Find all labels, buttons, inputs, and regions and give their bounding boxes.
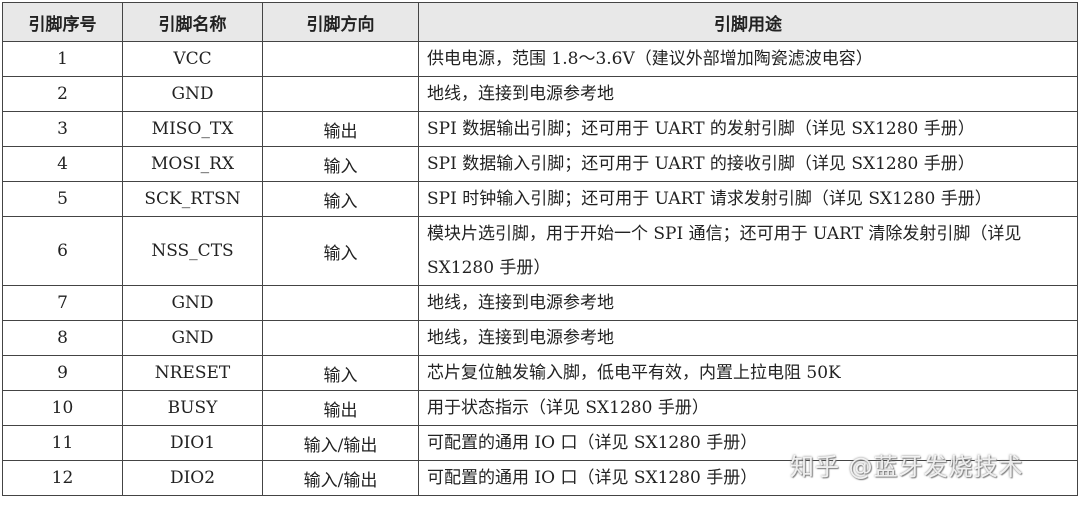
pin-no-cell: 11 [2, 425, 123, 461]
table-row: 3 MISO_TX 输出 SPI 数据输出引脚；还可用于 UART 的发射引脚（详见 … [2, 111, 1078, 147]
pin-no-cell: 4 [2, 146, 123, 182]
table-row: 8 GND 地线，连接到电源参考地 [2, 320, 1078, 356]
pin-direction-cell: 输入 [262, 216, 419, 286]
pin-name-cell: MISO_TX [122, 111, 263, 147]
pin-name-cell: BUSY [122, 390, 263, 426]
pin-name-cell: NRESET [122, 355, 263, 391]
pin-direction-cell [262, 76, 419, 112]
header-pin-no: 引脚序号 [2, 2, 123, 42]
pin-usage-cell: 供电电源，范围 1.8～3.6V（建议外部增加陶瓷滤波电容） [418, 41, 1078, 77]
pin-name-cell: GND [122, 320, 263, 356]
table-row: 5 SCK_RTSN 输入 SPI 时钟输入引脚；还可用于 UART 请求发射引脚（详… [2, 181, 1078, 217]
pin-name-cell: NSS_CTS [122, 216, 263, 286]
pin-direction-cell: 输入 [262, 355, 419, 391]
pin-table: 引脚序号 引脚名称 引脚方向 引脚用途 1 VCC 供电电源，范围 1.8～3.6V… [2, 2, 1078, 496]
pin-usage-cell: 模块片选引脚，用于开始一个 SPI 通信；还可用于 UART 清除发射引脚（详见… [418, 216, 1078, 286]
pin-no-cell: 6 [2, 216, 123, 286]
pin-direction-cell: 输入/输出 [262, 425, 419, 461]
pin-no-cell: 10 [2, 390, 123, 426]
pin-usage-cell: SPI 数据输入引脚；还可用于 UART 的接收引脚（详见 SX1280 手册） [418, 146, 1078, 182]
pin-name-cell: SCK_RTSN [122, 181, 263, 217]
pin-name-cell: GND [122, 76, 263, 112]
table-row: 9 NRESET 输入 芯片复位触发输入脚，低电平有效，内置上拉电阻 50K [2, 355, 1078, 391]
pin-no-cell: 8 [2, 320, 123, 356]
header-pin-name: 引脚名称 [122, 2, 263, 42]
pin-name-cell: MOSI_RX [122, 146, 263, 182]
header-row: 引脚序号 引脚名称 引脚方向 引脚用途 [2, 2, 1078, 42]
pin-usage-cell: SPI 数据输出引脚；还可用于 UART 的发射引脚（详见 SX1280 手册） [418, 111, 1078, 147]
pin-name-cell: GND [122, 285, 263, 321]
pin-name-cell: VCC [122, 41, 263, 77]
pin-direction-cell: 输出 [262, 111, 419, 147]
pin-no-cell: 5 [2, 181, 123, 217]
pin-no-cell: 2 [2, 76, 123, 112]
pin-name-cell: DIO2 [122, 460, 263, 496]
pin-no-cell: 3 [2, 111, 123, 147]
pin-no-cell: 12 [2, 460, 123, 496]
pin-usage-cell: 芯片复位触发输入脚，低电平有效，内置上拉电阻 50K [418, 355, 1078, 391]
pin-direction-cell: 输出 [262, 390, 419, 426]
watermark: 知乎 @蓝牙发烧技术 [790, 453, 1024, 481]
pin-usage-cell: 可配置的通用 IO 口（详见 SX1280 手册） [418, 425, 1078, 461]
table-row: 2 GND 地线，连接到电源参考地 [2, 76, 1078, 112]
table-row: 12 DIO2 输入/输出 可配置的通用 IO 口（详见 SX1280 手册） [2, 460, 1078, 496]
table-row: 6 NSS_CTS 输入 模块片选引脚，用于开始一个 SPI 通信；还可用于 UART… [2, 216, 1078, 286]
pin-direction-cell [262, 320, 419, 356]
pin-usage-cell: 地线，连接到电源参考地 [418, 76, 1078, 112]
table-row: 7 GND 地线，连接到电源参考地 [2, 285, 1078, 321]
pin-no-cell: 7 [2, 285, 123, 321]
header-pin-direction: 引脚方向 [262, 2, 419, 42]
pin-direction-cell: 输入 [262, 181, 419, 217]
pin-direction-cell [262, 285, 419, 321]
pin-usage-cell: 地线，连接到电源参考地 [418, 320, 1078, 356]
pin-usage-cell: 可配置的通用 IO 口（详见 SX1280 手册） [418, 460, 1078, 496]
pin-usage-cell: 地线，连接到电源参考地 [418, 285, 1078, 321]
header-pin-usage: 引脚用途 [418, 2, 1078, 42]
pin-name-cell: DIO1 [122, 425, 263, 461]
pin-usage-cell: SPI 时钟输入引脚；还可用于 UART 请求发射引脚（详见 SX1280 手册… [418, 181, 1078, 217]
pin-usage-cell: 用于状态指示（详见 SX1280 手册） [418, 390, 1078, 426]
table-row: 10 BUSY 输出 用于状态指示（详见 SX1280 手册） [2, 390, 1078, 426]
pin-direction-cell [262, 41, 419, 77]
table-row: 1 VCC 供电电源，范围 1.8～3.6V（建议外部增加陶瓷滤波电容） [2, 41, 1078, 77]
pin-no-cell: 9 [2, 355, 123, 391]
table-row: 4 MOSI_RX 输入 SPI 数据输入引脚；还可用于 UART 的接收引脚（详见 … [2, 146, 1078, 182]
pin-no-cell: 1 [2, 41, 123, 77]
pin-direction-cell: 输入/输出 [262, 460, 419, 496]
pin-direction-cell: 输入 [262, 146, 419, 182]
table-row: 11 DIO1 输入/输出 可配置的通用 IO 口（详见 SX1280 手册） [2, 425, 1078, 461]
